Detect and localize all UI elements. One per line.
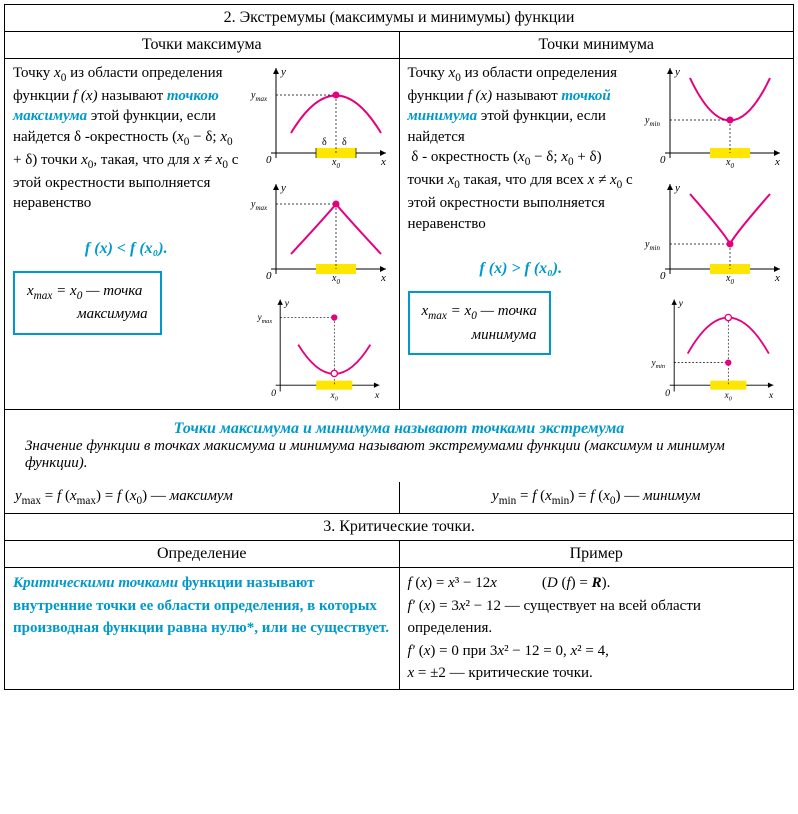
svg-text:x: x xyxy=(373,390,379,401)
def-header: Определение xyxy=(5,541,400,568)
svg-text:δ: δ xyxy=(322,137,327,148)
min-graph-2: 0 x y ymin x0 xyxy=(640,179,785,289)
section2-title-text: 2. Экстремумы (максимумы и минимумы) фун… xyxy=(224,9,575,26)
svg-text:ymin: ymin xyxy=(651,357,665,370)
svg-text:ymax: ymax xyxy=(250,90,268,103)
svg-text:y: y xyxy=(678,298,684,309)
svg-text:x: x xyxy=(774,272,780,284)
min-box: xmax = x0 — точкаминимума xyxy=(408,291,551,354)
max-text: Точку x0 из области определения функции … xyxy=(13,63,240,405)
min-graphs: 0 x y ymin x0 xyxy=(640,63,785,405)
svg-text:0: 0 xyxy=(660,154,666,166)
ex-line-3: f′ (x) = 0 при 3x² − 12 = 0, x² = 4, xyxy=(408,640,786,663)
min-cell: Точку x0 из области определения функции … xyxy=(399,59,794,410)
ex-line-1: f (x) = x³ − 12x (D (f) = R). xyxy=(408,572,786,595)
svg-text:x: x xyxy=(380,156,386,168)
svg-text:y: y xyxy=(674,66,680,78)
svg-text:x0: x0 xyxy=(725,273,734,286)
min-header-text: Точки минимума xyxy=(539,36,654,53)
def-header-text: Определение xyxy=(157,545,247,562)
min-inequality: f (x) > f (x₀). xyxy=(479,260,562,277)
formula-row: ymax = f (xmax) = f (x0) — максимум ymin… xyxy=(5,482,793,513)
section3-title: 3. Критические точки. xyxy=(5,514,794,541)
ex-header-text: Пример xyxy=(570,545,623,562)
max-graph-1: 0 x y ymax x0 δ δ xyxy=(246,63,391,173)
svg-text:x0: x0 xyxy=(724,390,733,403)
section2-title: 2. Экстремумы (максимумы и минимумы) фун… xyxy=(5,5,794,32)
def-text: Критическими точками функции называют вн… xyxy=(13,572,391,640)
def-cell: Критическими точками функции называют вн… xyxy=(5,568,400,690)
formula-max: ymax = f (xmax) = f (x0) — максимум xyxy=(5,482,400,513)
svg-text:ymax: ymax xyxy=(250,199,268,212)
svg-text:x: x xyxy=(380,272,386,284)
min-header: Точки минимума xyxy=(399,32,794,59)
max-header: Точки максимума xyxy=(5,32,400,59)
max-graph-2: 0 x y ymax x0 xyxy=(246,179,391,289)
main-table: 2. Экстремумы (максимумы и минимумы) фун… xyxy=(4,4,794,690)
svg-text:x0: x0 xyxy=(331,273,340,286)
svg-text:0: 0 xyxy=(660,270,666,282)
svg-text:δ: δ xyxy=(342,137,347,148)
max-cell: Точку x0 из области определения функции … xyxy=(5,59,400,410)
svg-text:0: 0 xyxy=(665,388,670,399)
section3-title-text: 3. Критические точки. xyxy=(323,518,475,535)
max-graphs: 0 x y ymax x0 δ δ xyxy=(246,63,391,405)
max-box: xmax = x0 — точкамаксимума xyxy=(13,271,162,334)
svg-text:x: x xyxy=(774,156,780,168)
svg-text:y: y xyxy=(674,182,680,194)
svg-text:x0: x0 xyxy=(331,157,340,170)
max-inequality: f (x) < f (x₀). xyxy=(85,240,168,257)
ex-header: Пример xyxy=(399,541,794,568)
svg-text:0: 0 xyxy=(266,154,272,166)
svg-text:x0: x0 xyxy=(329,390,338,403)
svg-text:y: y xyxy=(280,66,286,78)
ex-line-4: x = ±2 — критические точки. xyxy=(408,662,786,685)
max-graph-3: 0 x y ymax x0 xyxy=(246,295,391,405)
min-graph-1: 0 x y ymin x0 xyxy=(640,63,785,173)
extremum-note-cell: Точки максимума и минимума называют точк… xyxy=(5,410,794,514)
extremum-note-blue: Точки максимума и минимума называют точк… xyxy=(25,420,773,438)
min-graph-3: 0 x y ymin x0 xyxy=(640,295,785,405)
svg-text:y: y xyxy=(280,182,286,194)
svg-text:0: 0 xyxy=(266,270,272,282)
extremum-note-black: Значение функции в точках макисмума и ми… xyxy=(25,438,773,472)
svg-text:ymax: ymax xyxy=(256,312,272,325)
svg-text:x0: x0 xyxy=(725,157,734,170)
svg-text:y: y xyxy=(283,298,289,309)
svg-text:ymin: ymin xyxy=(644,115,660,128)
svg-text:0: 0 xyxy=(271,388,276,399)
ex-cell: f (x) = x³ − 12x (D (f) = R). f′ (x) = 3… xyxy=(399,568,794,690)
formula-min: ymin = f (xmin) = f (x0) — минимум xyxy=(400,482,794,513)
ex-line-2: f′ (x) = 3x² − 12 — существует на всей о… xyxy=(408,595,786,640)
svg-text:ymin: ymin xyxy=(644,239,660,252)
svg-text:x: x xyxy=(768,390,774,401)
min-text: Точку x0 из области определения функции … xyxy=(408,63,635,405)
max-header-text: Точки максимума xyxy=(142,36,262,53)
